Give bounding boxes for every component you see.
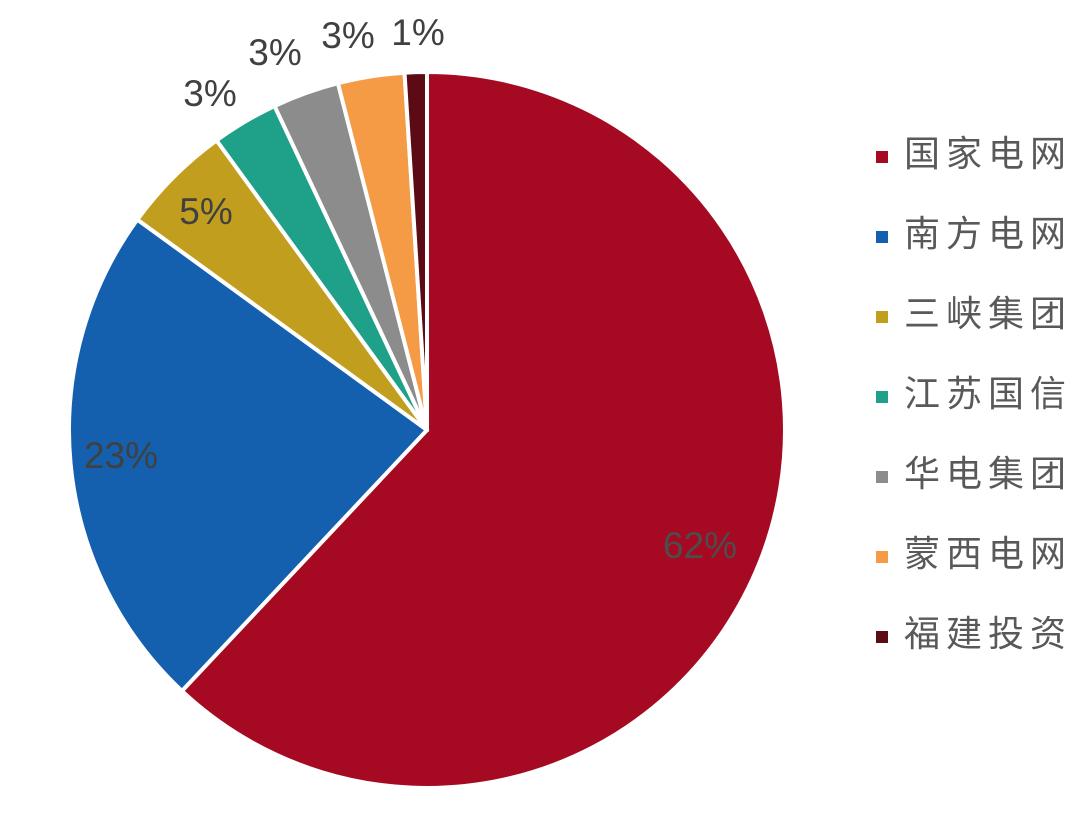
legend-label: 江苏国信 [904,374,1072,415]
data-label-6: 3% [321,15,374,56]
legend-item-6: 蒙西电网 [876,534,1072,575]
data-label-3: 5% [179,191,232,232]
legend-swatch [876,551,888,563]
legend-label: 三峡集团 [904,294,1072,335]
legend-item-7: 福建投资 [876,614,1072,655]
legend-swatch [876,471,888,483]
legend-swatch [876,311,888,323]
pie-slices [67,70,787,790]
legend-swatch [876,151,888,163]
data-label-5: 3% [248,32,301,73]
data-label-1: 62% [663,525,737,566]
legend-label: 国家电网 [904,134,1072,175]
legend-item-1: 国家电网 [876,134,1072,175]
legend-label: 福建投资 [904,614,1072,655]
data-label-2: 23% [84,435,158,476]
data-label-4: 3% [183,73,236,114]
pie-slice-7 [402,70,429,432]
legend-item-5: 华电集团 [876,454,1072,495]
legend-item-2: 南方电网 [876,214,1072,255]
legend-item-4: 江苏国信 [876,374,1072,415]
legend-swatch [876,231,888,243]
pie-slice-1 [179,70,787,790]
data-labels: 62% 23% 5% 3% 3% 3% 1% [84,12,737,566]
pie-slice-2 [67,217,429,693]
legend-label: 南方电网 [904,214,1072,255]
data-label-7: 1% [391,12,444,53]
legend-swatch [876,391,888,403]
legend-label: 蒙西电网 [904,534,1072,575]
legend-swatch [876,631,888,643]
legend-item-3: 三峡集团 [876,294,1072,335]
legend-label: 华电集团 [904,454,1072,495]
